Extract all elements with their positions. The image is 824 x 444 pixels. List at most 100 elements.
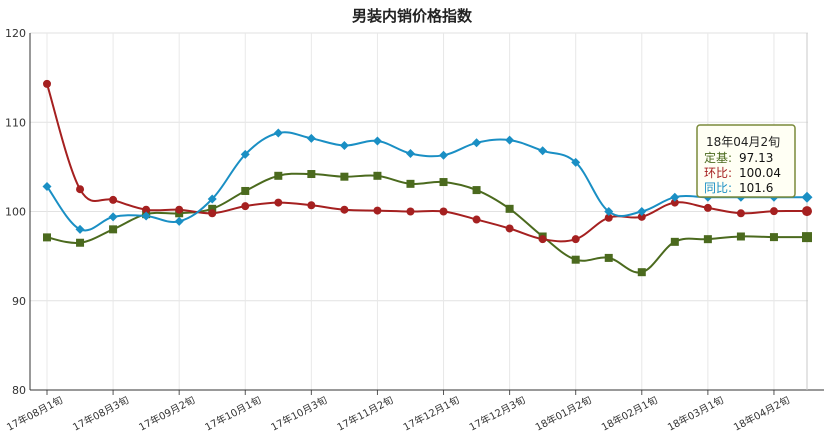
data-point bbox=[505, 135, 515, 145]
data-point bbox=[538, 235, 547, 244]
tooltip-box bbox=[696, 124, 796, 198]
data-point bbox=[307, 201, 316, 210]
data-point bbox=[274, 198, 283, 207]
chart-title: 男装内销价格指数 bbox=[352, 7, 473, 25]
data-point bbox=[736, 232, 745, 241]
tooltip-title: 18年04月2旬 bbox=[706, 135, 780, 149]
data-point bbox=[75, 224, 85, 234]
series-line-circle bbox=[46, 83, 808, 243]
y-tick-label: 90 bbox=[12, 295, 26, 308]
data-point bbox=[604, 253, 613, 262]
data-point bbox=[802, 232, 812, 243]
data-point bbox=[802, 206, 812, 217]
data-point bbox=[637, 268, 646, 277]
tooltip: 18年04月2旬 定基: 97.13 环比: 100.04 同比: 101.6 bbox=[696, 124, 796, 198]
series-group bbox=[42, 79, 813, 277]
y-axis-ticks: 80 90 100 110 120 bbox=[5, 27, 26, 397]
data-point bbox=[339, 140, 349, 150]
y-tick-label: 110 bbox=[5, 116, 26, 129]
data-point bbox=[571, 255, 580, 264]
data-point bbox=[306, 133, 316, 143]
data-point bbox=[43, 233, 51, 242]
x-tick-label: 17年08月3旬 bbox=[70, 393, 131, 433]
data-point bbox=[736, 209, 745, 218]
x-tick-label: 17年09月2旬 bbox=[136, 393, 197, 433]
data-point bbox=[670, 192, 680, 202]
tooltip-entry-label: 环比: bbox=[704, 166, 732, 180]
data-point bbox=[207, 194, 217, 204]
data-point bbox=[142, 205, 151, 214]
data-point bbox=[208, 209, 217, 218]
data-point bbox=[76, 238, 85, 247]
data-point bbox=[604, 207, 614, 216]
data-point bbox=[439, 207, 448, 216]
tooltip-entry-label: 同比: bbox=[704, 181, 732, 195]
data-point bbox=[406, 179, 415, 188]
y-tick-label: 120 bbox=[5, 27, 26, 40]
data-point bbox=[373, 206, 382, 215]
data-point bbox=[42, 182, 52, 192]
data-point bbox=[670, 198, 679, 207]
data-point bbox=[472, 215, 481, 224]
data-point bbox=[43, 79, 51, 88]
series-line-square bbox=[46, 172, 808, 274]
data-point bbox=[637, 212, 646, 221]
x-tick-label: 17年12月3旬 bbox=[467, 393, 528, 433]
data-point bbox=[241, 202, 250, 211]
x-tick-label: 17年12月1旬 bbox=[401, 393, 462, 433]
data-point bbox=[241, 186, 250, 195]
tooltip-entry-label: 定基: bbox=[704, 150, 732, 165]
data-point bbox=[141, 211, 151, 221]
x-tick-label: 18年03月1旬 bbox=[665, 393, 726, 433]
tooltip-entry-value: 100.04 bbox=[739, 166, 781, 180]
x-axis-ticks: 17年08月1旬 17年08月3旬 17年09月2旬 17年10月1旬 17年10月3旬… bbox=[4, 393, 792, 433]
data-point bbox=[703, 235, 712, 244]
data-point bbox=[801, 191, 813, 203]
data-point bbox=[637, 207, 647, 216]
data-point bbox=[372, 136, 382, 146]
data-point bbox=[703, 203, 712, 212]
data-point bbox=[571, 157, 581, 167]
x-tick-label: 17年10月3旬 bbox=[269, 393, 330, 433]
data-point bbox=[76, 185, 85, 194]
x-tick-label: 18年01月2旬 bbox=[533, 393, 594, 433]
data-point bbox=[273, 128, 283, 138]
data-point bbox=[472, 138, 482, 148]
data-point bbox=[769, 233, 778, 242]
data-point bbox=[405, 148, 415, 158]
data-point bbox=[472, 186, 481, 195]
y-tick-label: 80 bbox=[12, 384, 26, 397]
data-point bbox=[769, 207, 778, 216]
data-point bbox=[340, 172, 349, 181]
data-point bbox=[274, 171, 283, 180]
x-tick-label: 17年10月1旬 bbox=[203, 393, 264, 433]
data-point bbox=[505, 204, 514, 213]
data-point bbox=[373, 171, 382, 180]
data-point bbox=[108, 212, 118, 222]
x-tick-label: 18年04月2旬 bbox=[731, 393, 792, 433]
x-tick-label: 18年02月1旬 bbox=[599, 393, 660, 433]
tooltip-entry-value: 101.6 bbox=[739, 181, 773, 195]
data-point bbox=[604, 213, 613, 222]
data-point bbox=[571, 235, 580, 244]
data-point bbox=[538, 146, 548, 156]
data-point bbox=[175, 205, 184, 214]
y-tick-label: 100 bbox=[5, 206, 26, 219]
data-point bbox=[406, 207, 415, 216]
x-tick-label: 17年11月2旬 bbox=[335, 393, 396, 433]
tooltip-entry-value: 97.13 bbox=[739, 151, 773, 165]
data-point bbox=[240, 149, 250, 159]
data-point bbox=[174, 216, 184, 226]
series-line-diamond bbox=[46, 131, 807, 232]
data-point bbox=[307, 170, 316, 179]
data-point bbox=[109, 225, 118, 234]
data-point bbox=[439, 150, 449, 160]
data-point bbox=[670, 237, 679, 246]
data-point bbox=[340, 205, 349, 214]
data-point bbox=[439, 178, 448, 187]
x-tick-label: 17年08月1旬 bbox=[4, 393, 65, 433]
data-point bbox=[505, 224, 514, 233]
data-point bbox=[208, 204, 217, 213]
data-point bbox=[109, 195, 118, 204]
